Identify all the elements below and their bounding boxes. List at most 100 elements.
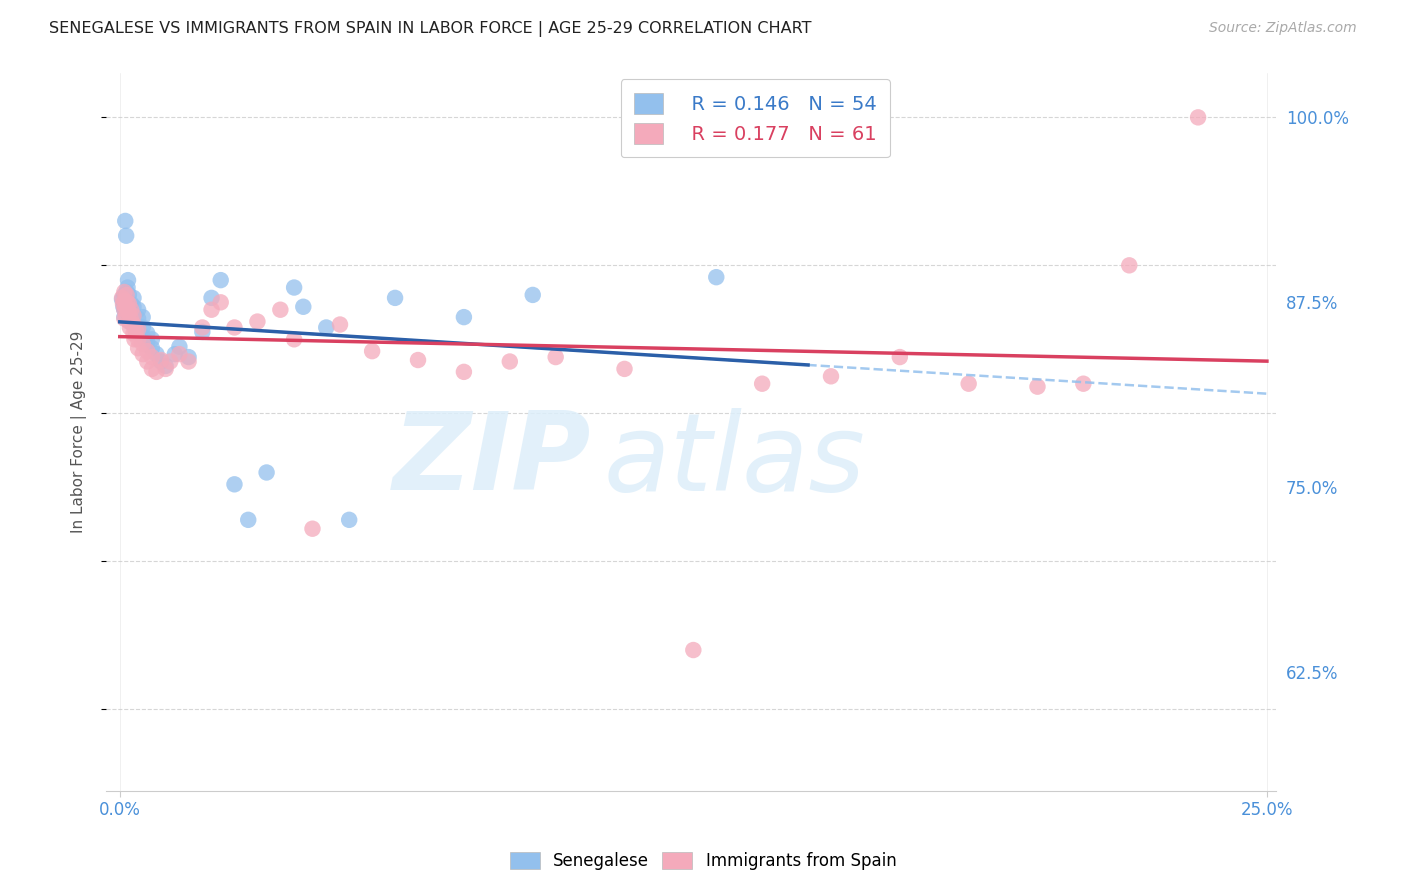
Point	[269, 302, 291, 317]
Point	[246, 314, 269, 328]
Point	[124, 332, 146, 346]
Point	[115, 309, 138, 323]
Point	[122, 309, 145, 323]
Point	[120, 297, 142, 311]
Point	[127, 311, 149, 326]
Point	[177, 350, 200, 364]
Point	[131, 329, 153, 343]
Point	[127, 322, 149, 336]
Point	[122, 309, 145, 323]
Point	[159, 354, 181, 368]
Point	[1073, 376, 1095, 391]
Point	[177, 354, 200, 368]
Text: SENEGALESE VS IMMIGRANTS FROM SPAIN IN LABOR FORCE | AGE 25-29 CORRELATION CHART: SENEGALESE VS IMMIGRANTS FROM SPAIN IN L…	[49, 21, 811, 37]
Point	[112, 295, 135, 310]
Point	[150, 353, 173, 368]
Point	[283, 280, 305, 294]
Point	[292, 300, 315, 314]
Point	[115, 295, 138, 310]
Point	[118, 320, 141, 334]
Legend:   R = 0.146   N = 54,   R = 0.177   N = 61: R = 0.146 N = 54, R = 0.177 N = 61	[620, 79, 890, 158]
Point	[141, 332, 163, 346]
Point	[889, 350, 911, 364]
Text: atlas: atlas	[603, 408, 865, 513]
Point	[150, 354, 173, 368]
Point	[256, 466, 278, 480]
Point	[145, 347, 167, 361]
Point	[544, 350, 567, 364]
Point	[751, 376, 773, 391]
Point	[127, 302, 149, 317]
Text: ZIP: ZIP	[394, 408, 592, 514]
Point	[112, 293, 135, 308]
Point	[1026, 379, 1049, 393]
Point	[406, 353, 429, 368]
Point	[112, 300, 135, 314]
Point	[145, 365, 167, 379]
Point	[169, 340, 191, 354]
Point	[122, 300, 145, 314]
Point	[117, 273, 139, 287]
Point	[122, 326, 145, 341]
Point	[453, 365, 475, 379]
Point	[136, 326, 159, 341]
Point	[209, 295, 232, 310]
Point	[115, 285, 138, 299]
Point	[200, 302, 222, 317]
Point	[224, 477, 246, 491]
Point	[118, 314, 141, 328]
Point	[118, 297, 141, 311]
Point	[155, 359, 177, 373]
Point	[238, 513, 260, 527]
Point	[613, 362, 636, 376]
Point	[131, 310, 153, 325]
Point	[141, 341, 163, 355]
Point	[141, 362, 163, 376]
Point	[704, 270, 727, 285]
Point	[136, 354, 159, 368]
Point	[191, 325, 214, 339]
Point	[1118, 258, 1140, 272]
Point	[136, 344, 159, 359]
Point	[115, 228, 138, 243]
Point	[112, 302, 135, 317]
Point	[118, 306, 141, 320]
Point	[122, 291, 145, 305]
Point	[111, 297, 134, 311]
Point	[682, 643, 704, 657]
Point	[125, 323, 148, 337]
Point	[111, 291, 134, 305]
Point	[200, 291, 222, 305]
Point	[163, 347, 186, 361]
Point	[224, 320, 246, 334]
Point	[131, 347, 153, 361]
Point	[315, 320, 337, 334]
Point	[499, 354, 522, 368]
Point	[112, 288, 135, 302]
Point	[115, 293, 138, 308]
Point	[155, 362, 177, 376]
Point	[127, 320, 149, 334]
Point	[1187, 111, 1209, 125]
Y-axis label: In Labor Force | Age 25-29: In Labor Force | Age 25-29	[72, 331, 87, 533]
Point	[118, 295, 141, 310]
Point	[384, 291, 406, 305]
Point	[131, 336, 153, 351]
Point	[114, 214, 136, 228]
Point	[131, 320, 153, 334]
Point	[120, 302, 142, 317]
Point	[112, 310, 135, 325]
Point	[117, 280, 139, 294]
Point	[191, 320, 214, 334]
Point	[522, 288, 544, 302]
Point	[118, 306, 141, 320]
Text: Source: ZipAtlas.com: Source: ZipAtlas.com	[1209, 21, 1357, 36]
Point	[301, 522, 323, 536]
Point	[117, 302, 139, 317]
Point	[122, 318, 145, 332]
Point	[283, 332, 305, 346]
Point	[136, 335, 159, 350]
Point	[453, 310, 475, 325]
Point	[112, 285, 135, 299]
Point	[337, 513, 360, 527]
